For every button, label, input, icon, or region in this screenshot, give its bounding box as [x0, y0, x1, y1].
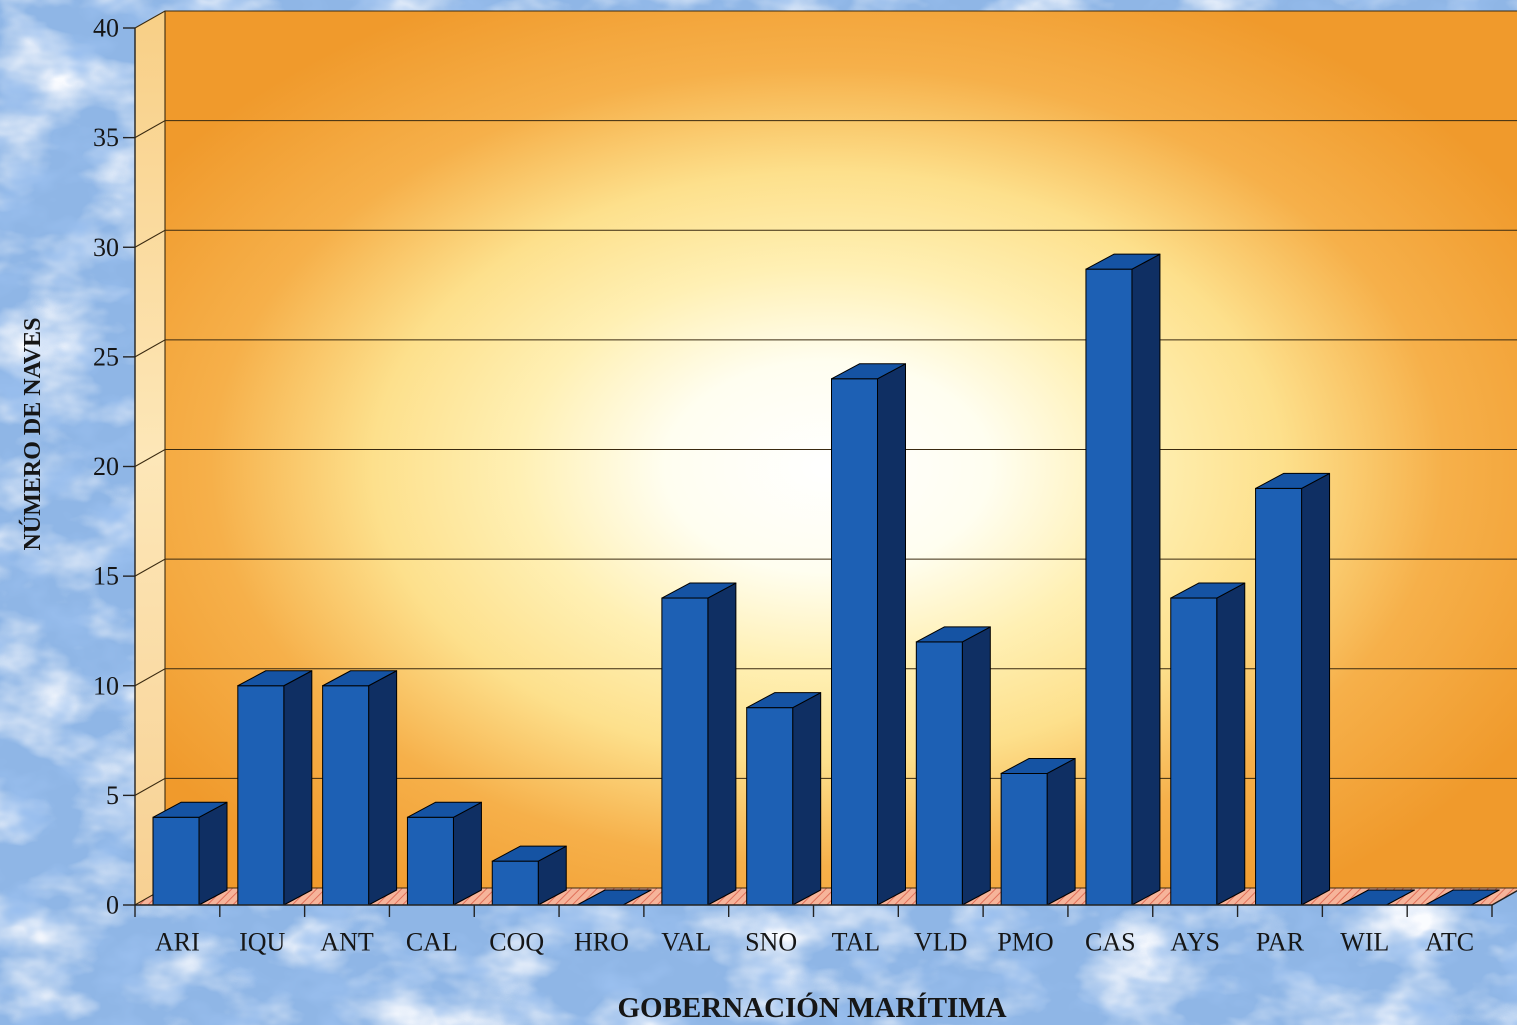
bar-iqu — [237, 670, 313, 906]
bar-front-face — [746, 707, 794, 906]
bar-front-face — [322, 685, 370, 906]
bar-front-face — [1000, 772, 1048, 906]
bar-cas — [1085, 253, 1161, 906]
x-tick-label: IQU — [239, 928, 285, 957]
bar-top-face — [152, 801, 228, 818]
x-tick-label: COQ — [489, 928, 544, 957]
x-tick-label: SNO — [745, 928, 797, 957]
y-tick-label: 20 — [93, 452, 119, 481]
bar-top-face — [406, 801, 482, 818]
x-tick-label: PMO — [997, 928, 1053, 957]
bar-side-face — [1046, 757, 1076, 906]
bar-par — [1255, 472, 1331, 906]
bar-top-face — [1000, 757, 1076, 774]
bar-ays — [1170, 582, 1246, 906]
bars — [152, 253, 1500, 906]
y-tick-label: 30 — [93, 233, 119, 262]
bar-ari — [152, 801, 228, 906]
y-tick-label: 10 — [93, 671, 119, 700]
bar-coq — [491, 845, 567, 906]
tick-labels: 0 5 10 15 20 25 30 35 40 ARI IQU ANT CAL COQ HRO VAL SNO… — [93, 14, 1474, 957]
x-tick-label: CAL — [406, 928, 458, 957]
bar-side-face — [877, 363, 906, 906]
x-tick-label: AYS — [1170, 928, 1220, 957]
x-axis-title: GOBERNACIÓN MARÍTIMA — [617, 991, 1006, 1024]
bar-side-face — [452, 801, 482, 906]
y-axis-title: NÚMERO DE NAVES — [20, 318, 46, 551]
x-tick-label: PAR — [1256, 928, 1305, 957]
bar-top-face — [491, 845, 567, 862]
bar-front-face — [406, 816, 454, 906]
bar-front-face — [1085, 268, 1133, 906]
y-tick-label: 40 — [93, 14, 119, 43]
bar-front-face — [831, 378, 878, 906]
bar-side-face — [283, 670, 313, 906]
bar-front-face — [1255, 487, 1303, 906]
y-tick-label: 0 — [106, 891, 119, 920]
x-tick-label: ANT — [320, 928, 374, 957]
bar-side-face — [1216, 582, 1246, 906]
y-tick-label: 5 — [106, 781, 119, 810]
x-tick-label: VAL — [661, 928, 711, 957]
axes — [123, 27, 1517, 917]
bar-side-face — [368, 670, 398, 906]
y-tick-label: 35 — [93, 123, 119, 152]
bar-top-face — [661, 582, 737, 599]
x-tick-label: VLD — [914, 928, 967, 957]
bar-tal — [831, 363, 906, 906]
bar-top-face — [1085, 253, 1161, 270]
bar-side-face — [792, 692, 822, 906]
bar-front-face — [915, 641, 963, 906]
bar-top-face — [746, 692, 822, 709]
bar-ant — [322, 670, 398, 906]
bar-sno — [746, 692, 822, 906]
bar-side-face — [1131, 253, 1161, 906]
bar-top-face — [915, 626, 991, 643]
bar-top-face — [1170, 582, 1246, 599]
x-tick-label: HRO — [574, 928, 629, 957]
x-tick-label: TAL — [832, 928, 880, 957]
bar-side-face — [198, 801, 228, 906]
bar-top-face — [1255, 472, 1331, 489]
bar-side-face — [707, 582, 737, 906]
y-tick-label: 15 — [93, 562, 119, 591]
bar-pmo — [1000, 757, 1076, 906]
x-tick-label: ARI — [155, 928, 200, 957]
bar-vld — [915, 626, 991, 906]
bar-front-face — [491, 860, 539, 906]
bar-val — [661, 582, 737, 906]
bar-front-face — [661, 597, 709, 906]
x-tick-label: WIL — [1340, 928, 1389, 957]
x-tick-label: ATC — [1425, 928, 1474, 957]
bar-front-face — [152, 816, 200, 906]
x-tick-label: CAS — [1085, 928, 1136, 957]
bar-cal — [406, 801, 482, 906]
bar-front-face — [1170, 597, 1218, 906]
bar-side-face — [961, 626, 991, 906]
bar-side-face — [1301, 472, 1331, 906]
bar-top-face — [831, 363, 906, 380]
bar-front-face — [237, 685, 285, 906]
bar-top-face — [322, 670, 398, 687]
y-tick-label: 25 — [93, 342, 119, 371]
bar-top-face — [237, 670, 313, 687]
